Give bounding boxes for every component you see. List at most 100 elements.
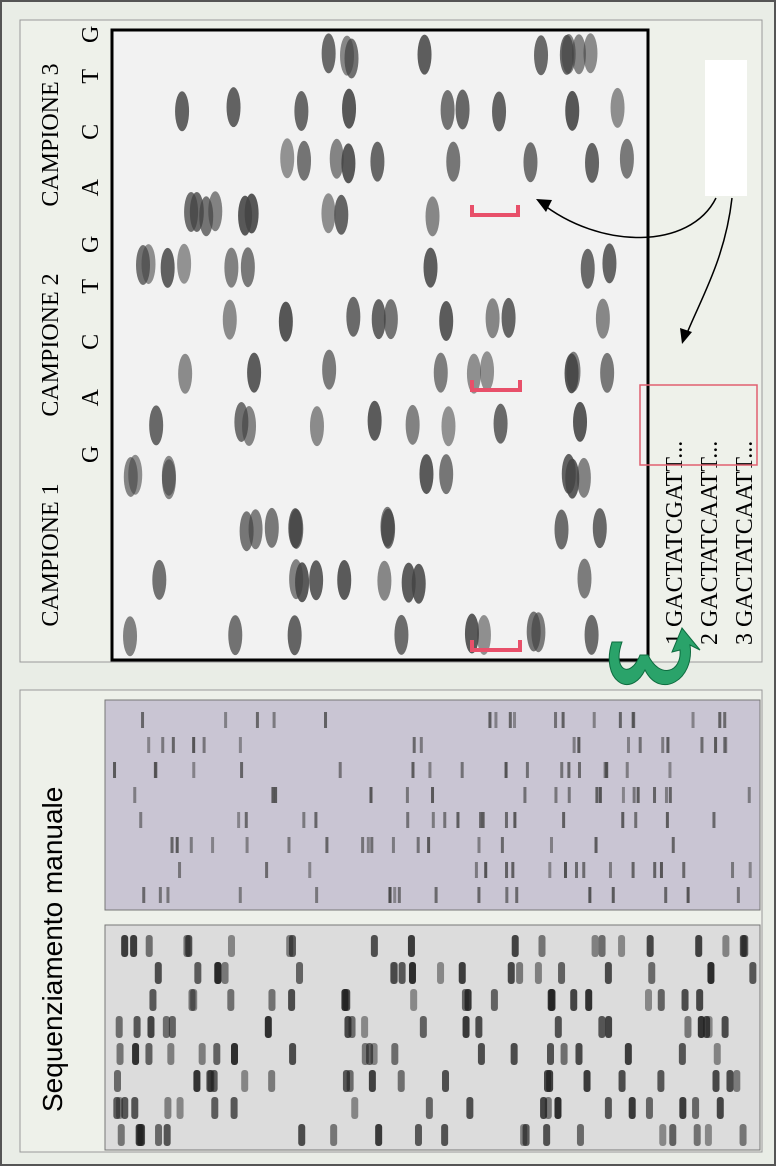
band — [686, 887, 690, 903]
band — [192, 737, 196, 753]
band — [632, 787, 636, 803]
band — [546, 1070, 554, 1092]
band — [621, 812, 625, 828]
band — [154, 962, 162, 984]
band — [441, 1124, 449, 1146]
band — [488, 712, 492, 728]
band — [139, 812, 143, 828]
band — [133, 1016, 141, 1038]
gel-border — [104, 699, 761, 911]
band — [691, 712, 695, 728]
band — [610, 87, 625, 128]
band — [624, 1043, 632, 1065]
band — [493, 403, 508, 444]
band — [133, 787, 137, 803]
band — [322, 349, 337, 390]
band — [657, 1070, 665, 1092]
band — [565, 90, 580, 131]
band — [526, 611, 541, 652]
band — [184, 192, 199, 233]
band — [234, 402, 249, 443]
bracket — [470, 640, 522, 652]
band — [594, 837, 598, 853]
band — [160, 247, 175, 288]
band — [523, 142, 538, 183]
band — [477, 837, 481, 853]
band — [419, 737, 423, 753]
band — [508, 712, 512, 728]
band — [718, 712, 722, 728]
band — [456, 812, 460, 828]
band — [636, 787, 640, 803]
band — [560, 1043, 568, 1065]
band — [168, 1016, 176, 1038]
band — [241, 1070, 249, 1092]
band — [419, 1016, 427, 1038]
band — [272, 712, 276, 728]
band — [564, 862, 568, 878]
band — [585, 989, 593, 1011]
band — [479, 812, 483, 828]
band — [162, 1016, 170, 1038]
band — [271, 787, 275, 803]
band — [428, 762, 432, 778]
band — [166, 887, 170, 903]
band — [704, 1124, 712, 1146]
band — [567, 762, 571, 778]
band — [131, 1097, 139, 1119]
band — [577, 762, 581, 778]
band — [383, 299, 398, 340]
green-arrow — [608, 627, 701, 686]
band — [625, 762, 629, 778]
band — [484, 862, 488, 878]
band — [297, 140, 312, 181]
band — [367, 400, 382, 441]
band — [324, 712, 328, 728]
band — [419, 454, 434, 495]
band — [618, 712, 622, 728]
band — [739, 1124, 747, 1146]
band — [592, 508, 607, 549]
band — [214, 962, 222, 984]
band — [222, 299, 237, 340]
band — [361, 1016, 369, 1038]
band — [149, 989, 157, 1011]
band — [247, 352, 262, 393]
band — [632, 712, 636, 728]
band — [238, 737, 242, 753]
band — [211, 1097, 219, 1119]
arrow — [684, 197, 733, 339]
band — [592, 712, 596, 728]
band — [158, 887, 162, 903]
band — [700, 737, 704, 753]
sequence: 1 GACTATCGATT... — [662, 441, 688, 645]
band — [618, 1070, 626, 1092]
callout-box — [705, 60, 747, 196]
band — [423, 247, 438, 288]
band — [391, 837, 395, 853]
band — [605, 762, 609, 778]
band — [361, 837, 365, 853]
band — [274, 787, 278, 803]
band — [237, 812, 241, 828]
band — [520, 1124, 528, 1146]
band — [679, 1097, 687, 1119]
band — [721, 1016, 729, 1038]
band — [207, 1070, 215, 1092]
band — [481, 812, 485, 828]
band — [554, 509, 569, 550]
band — [724, 737, 728, 753]
band — [309, 406, 324, 447]
band — [315, 887, 319, 903]
band — [397, 1070, 405, 1092]
band — [288, 935, 296, 957]
band — [141, 712, 145, 728]
band — [554, 1016, 562, 1038]
band — [141, 244, 156, 285]
band — [693, 1124, 701, 1146]
band — [425, 196, 440, 237]
band — [462, 1016, 470, 1038]
sequence: 3 GACTATCAATT... — [732, 441, 758, 645]
band — [567, 787, 571, 803]
band — [192, 762, 196, 778]
